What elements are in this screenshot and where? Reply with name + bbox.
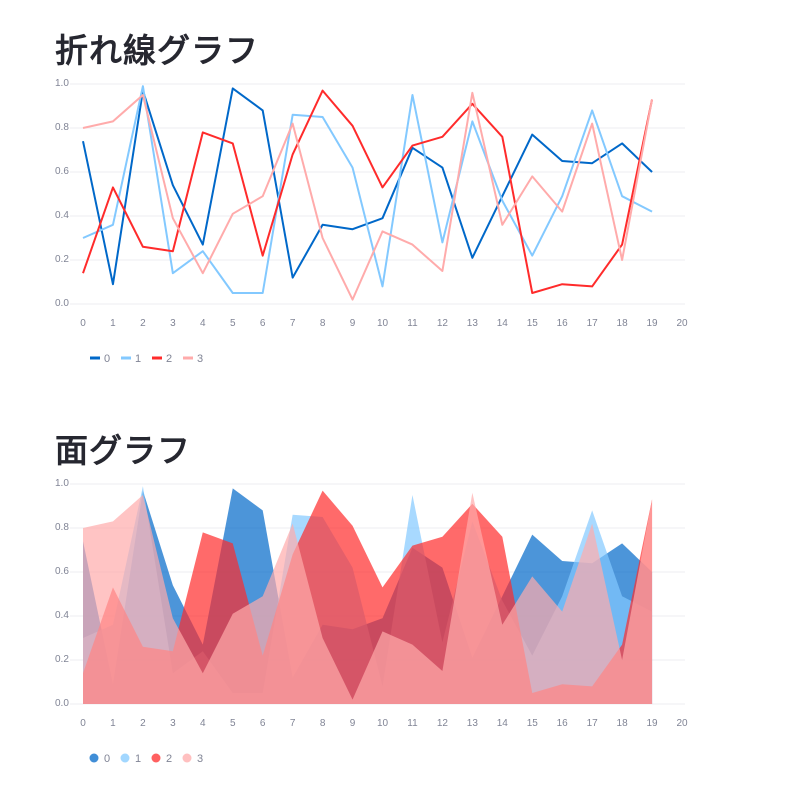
line-chart-title: 折れ線グラフ <box>55 31 259 70</box>
area-legend-label: 3 <box>197 753 203 765</box>
line-y-tick: 0.0 <box>55 298 69 309</box>
area-chart-title: 面グラフ <box>55 431 191 470</box>
area-x-tick: 9 <box>350 718 356 729</box>
line-x-tick: 12 <box>437 318 449 329</box>
line-legend-label: 0 <box>104 353 110 365</box>
area-x-tick: 10 <box>377 718 389 729</box>
area-y-tick: 0.0 <box>55 698 69 709</box>
area-x-tick: 14 <box>497 718 509 729</box>
area-x-tick: 6 <box>260 718 266 729</box>
area-legend-swatch <box>151 753 161 763</box>
line-chart[interactable]: 0.00.20.40.60.81.00 1 2 3 4 5 6 7 8 9 10 11 12 13 14 15… <box>0 60 800 380</box>
line-x-tick: 11 <box>407 318 418 329</box>
line-x-tick: 16 <box>557 318 569 329</box>
line-legend-label: 1 <box>135 353 141 365</box>
area-y-tick: 0.4 <box>55 610 69 621</box>
area-legend-label: 0 <box>104 753 110 765</box>
line-x-tick: 14 <box>497 318 509 329</box>
line-series-3-line <box>82 91 654 301</box>
area-x-tick: 7 <box>290 718 296 729</box>
line-x-tick: 9 <box>350 318 356 329</box>
line-x-tick: 1 <box>110 318 116 329</box>
area-x-tick: 5 <box>230 718 236 729</box>
area-x-tick: 12 <box>437 718 449 729</box>
line-series-1-line <box>82 85 653 294</box>
line-y-tick: 0.8 <box>55 122 69 133</box>
line-x-tick: 18 <box>617 318 629 329</box>
line-x-tick: 20 <box>676 318 688 329</box>
line-x-tick: 15 <box>527 318 539 329</box>
area-legend-swatch <box>120 753 130 763</box>
line-x-tick: 19 <box>646 318 658 329</box>
area-y-tick: 1.0 <box>55 478 69 489</box>
area-x-tick: 16 <box>557 718 569 729</box>
line-x-tick: 8 <box>320 318 326 329</box>
area-series-3-area <box>83 492 653 704</box>
area-chart[interactable]: 0.00.20.40.60.81.00 1 2 3 4 5 6 7 8 9 10 11 12 13 14 15… <box>0 460 800 780</box>
line-x-tick: 2 <box>140 318 146 329</box>
line-y-tick: 0.4 <box>55 210 69 221</box>
line-series-2-line <box>82 89 654 294</box>
area-y-tick: 0.2 <box>55 654 69 665</box>
line-x-tick: 17 <box>587 318 599 329</box>
area-legend-swatch <box>182 753 192 763</box>
area-x-tick: 2 <box>140 718 146 729</box>
line-x-tick: 6 <box>260 318 266 329</box>
area-x-tick: 8 <box>320 718 326 729</box>
area-x-tick: 15 <box>527 718 539 729</box>
area-y-tick: 0.6 <box>55 566 69 577</box>
area-x-tick: 19 <box>646 718 658 729</box>
area-y-tick: 0.8 <box>55 522 69 533</box>
line-y-tick: 0.2 <box>55 254 69 265</box>
line-y-tick: 1.0 <box>55 78 69 89</box>
area-x-tick: 11 <box>407 718 418 729</box>
line-legend-label: 2 <box>166 353 172 365</box>
line-x-tick: 0 <box>80 318 86 329</box>
line-x-tick: 10 <box>377 318 389 329</box>
area-x-tick: 3 <box>170 718 176 729</box>
line-y-tick: 0.6 <box>55 166 69 177</box>
area-x-tick: 0 <box>80 718 86 729</box>
area-legend-swatch <box>89 753 99 763</box>
area-legend-label: 2 <box>166 753 172 765</box>
line-legend-label: 3 <box>197 353 203 365</box>
line-x-tick: 5 <box>230 318 236 329</box>
line-x-tick: 4 <box>200 318 206 329</box>
area-x-tick: 20 <box>676 718 688 729</box>
area-x-tick: 18 <box>617 718 629 729</box>
area-x-tick: 4 <box>200 718 206 729</box>
area-x-tick: 1 <box>110 718 116 729</box>
area-x-tick: 13 <box>467 718 479 729</box>
line-x-tick: 3 <box>170 318 176 329</box>
area-legend-label: 1 <box>135 753 141 765</box>
area-x-tick: 17 <box>587 718 599 729</box>
line-x-tick: 7 <box>290 318 296 329</box>
line-x-tick: 13 <box>467 318 479 329</box>
